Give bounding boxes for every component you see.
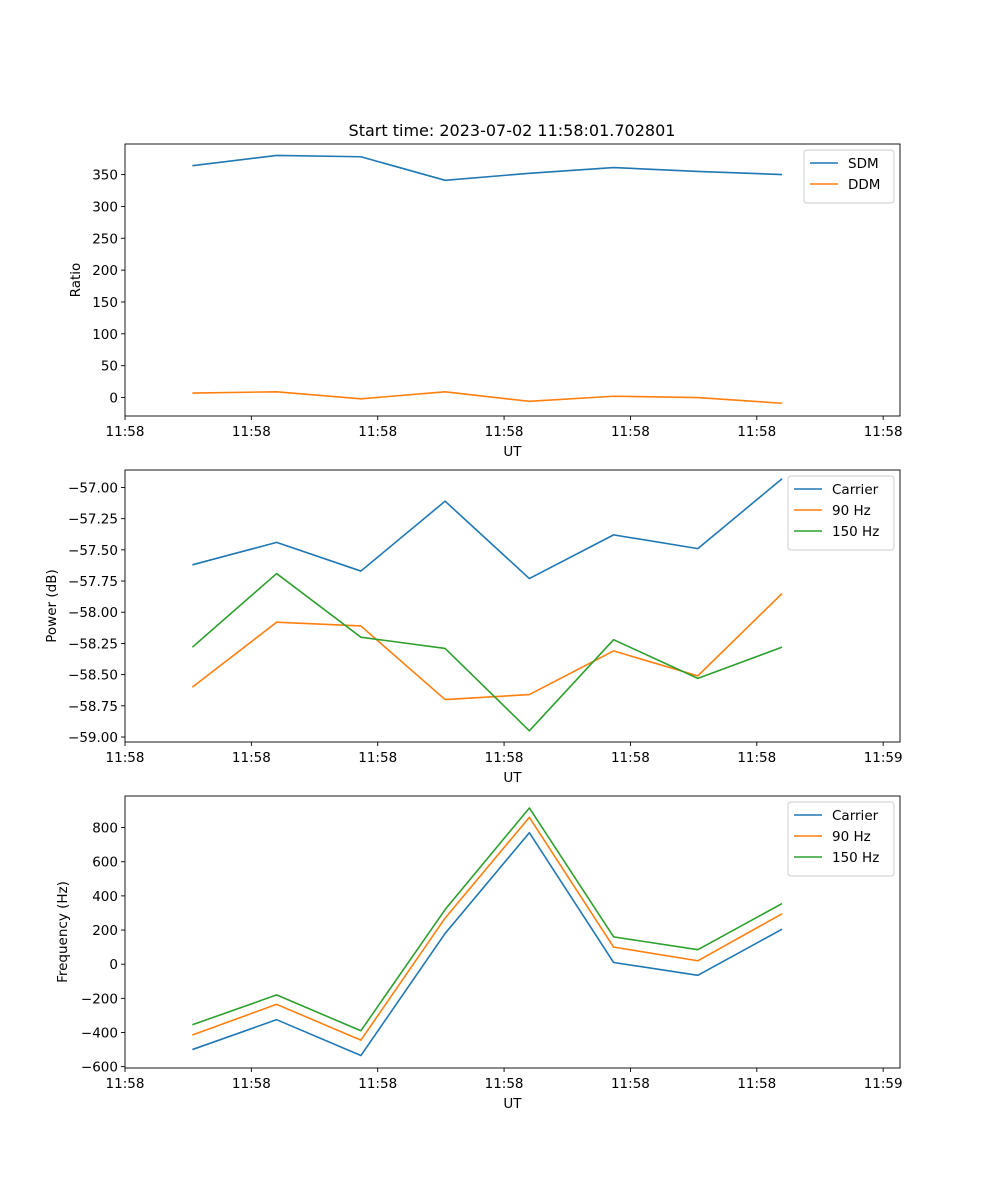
y-tick-label: 300 [92,199,118,215]
x-tick-label: 11:58 [232,424,271,440]
x-tick-label: 11:58 [485,424,524,440]
y-tick-label: −58.50 [68,668,118,684]
legend-label: Carrier [832,482,879,498]
legend-label: 90 Hz [832,829,871,845]
y-tick-label: −200 [81,991,118,1007]
y-tick-label: −600 [81,1060,118,1076]
y-tick-label: 150 [92,295,118,311]
y-tick-label: −59.00 [68,730,118,746]
y-tick-label: 0 [109,957,118,973]
y-tick-label: −57.75 [68,574,118,590]
x-tick-label: 11:58 [232,1076,271,1092]
x-tick-label: 11:58 [485,1076,524,1092]
axes-frame [124,795,901,1069]
x-tick-label: 11:59 [864,750,903,766]
x-tick-label: 11:58 [358,750,397,766]
x-tick-label: 11:58 [864,424,903,440]
x-tick-label: 11:58 [358,1076,397,1092]
y-tick-label: −57.00 [68,480,118,496]
y-tick-label: 800 [92,821,118,837]
subplot-2: 11:58 11:58 11:58 11:58 11:58 11:58 11:59 −59.0… [44,469,903,786]
legend-label: Carrier [832,808,879,824]
figure-title: Start time: 2023-07-02 11:58:01.702801 [349,121,676,140]
legend-label: 90 Hz [832,503,871,519]
legend-label: SDM [848,156,879,172]
y-axis-label: Frequency (Hz) [55,881,71,983]
series-line-150-hz [191,572,783,732]
y-tick-label: 600 [92,855,118,871]
x-tick-label: 11:58 [737,750,776,766]
y-axis-label: Ratio [68,263,84,298]
x-tick-label: 11:58 [611,750,650,766]
x-tick-label: 11:58 [232,750,271,766]
series-line-90-hz [191,592,783,701]
axes-frame [124,143,901,417]
legend: Carrier 90 Hz 150 Hz [787,475,895,551]
legend: SDM DDM [803,149,895,204]
x-tick-label: 11:58 [737,424,776,440]
x-tick-label: 11:58 [106,424,145,440]
x-tick-label: 11:59 [864,1076,903,1092]
series-line-90-hz [192,816,783,1041]
y-tick-label: 350 [92,168,118,184]
y-tick-label: −58.75 [68,699,118,715]
x-axis-label: UT [503,770,522,786]
legend-label: 150 Hz [832,524,879,540]
legend: Carrier 90 Hz 150 Hz [787,801,895,877]
series-line-ddm [192,390,783,405]
y-tick-label: −58.00 [68,605,118,621]
x-tick-label: 11:58 [485,750,524,766]
series-line-carrier [192,478,783,580]
x-axis-label: UT [503,1096,522,1112]
y-axis-label: Power (dB) [44,569,60,642]
subplot-3: 11:58 11:58 11:58 11:58 11:58 11:58 11:59 −600 −… [55,795,903,1112]
x-tick-label: 11:58 [106,1076,145,1092]
x-tick-label: 11:58 [737,1076,776,1092]
x-axis-label: UT [503,444,522,460]
y-tick-label: 250 [92,231,118,247]
y-tick-label: 50 [101,359,118,375]
legend-label: 150 Hz [832,850,879,866]
y-tick-label: 0 [109,391,118,407]
y-tick-label: 200 [92,263,118,279]
axes-frame [124,469,901,743]
y-tick-label: 200 [92,923,118,939]
y-tick-label: −400 [81,1025,118,1041]
series-line-carrier [192,831,783,1057]
y-tick-label: 400 [92,889,118,905]
series-line-sdm [192,154,783,182]
y-tick-label: −57.50 [68,543,118,559]
x-tick-label: 11:58 [106,750,145,766]
series-line-150-hz [192,807,783,1032]
y-tick-label: −58.25 [68,636,118,652]
y-tick-label: −57.25 [68,512,118,528]
x-tick-label: 11:58 [611,424,650,440]
x-tick-label: 11:58 [358,424,397,440]
legend-label: DDM [848,177,880,193]
x-tick-label: 11:58 [611,1076,650,1092]
y-tick-label: 100 [92,327,118,343]
subplot-1: 11:58 11:58 11:58 11:58 11:58 11:58 11:58 0 50 10… [68,143,903,460]
